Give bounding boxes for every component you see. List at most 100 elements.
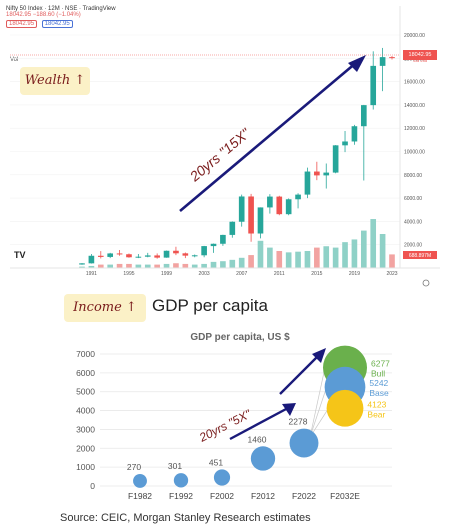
volume-bar <box>379 234 386 268</box>
time-axis: 1991 1995 1999 2003 2007 2011 2015 2019 2023 <box>86 271 398 277</box>
price-tick-label: 10000.00 <box>404 150 425 156</box>
price-tick-label: 16000.00 <box>404 80 425 86</box>
candle-body <box>276 196 283 215</box>
volume-bar <box>173 263 179 268</box>
candles <box>79 47 395 265</box>
buy-price-button[interactable]: 18042.95 <box>41 20 73 28</box>
price-tick-label: 20000.00 <box>404 33 425 39</box>
candle-body <box>361 105 367 127</box>
volume-bar <box>126 263 132 268</box>
candle-body <box>144 255 151 257</box>
gdp-x-axis: F1982 F1992 F2002 F2012 F2022 F2032E <box>128 491 360 501</box>
gdp-bubble <box>213 469 231 486</box>
candle-body <box>210 243 217 247</box>
volume-bar <box>370 219 377 268</box>
year-tick-label: 2019 <box>349 271 360 277</box>
scenario-connector <box>309 387 327 438</box>
gdp-x-tick-label: F2022 <box>292 491 316 501</box>
year-tick-label: 2015 <box>311 271 322 277</box>
price-tick-label: 12000.00 <box>404 126 425 132</box>
candle-body <box>267 196 273 208</box>
price-tick-label: 14000.00 <box>404 103 425 109</box>
candle-body <box>342 141 348 146</box>
volume-bar <box>267 247 273 268</box>
year-tick-label: 2023 <box>386 271 397 277</box>
volume-bar <box>238 257 245 268</box>
year-tick-label: 1999 <box>161 271 172 277</box>
year-tick-label: 1995 <box>123 271 134 277</box>
scenario-value-label: 4123 <box>367 399 386 409</box>
volume-bar <box>220 261 226 268</box>
volume-bar <box>314 247 320 268</box>
volume-bar <box>323 246 330 268</box>
settings-gear-icon[interactable] <box>422 279 430 287</box>
gdp-bubble <box>133 473 147 488</box>
candle-body <box>229 221 236 235</box>
arrow-head-income <box>282 403 296 416</box>
gdp-chart-title: GDP per capita, US $ <box>190 332 290 343</box>
candle-body <box>238 196 245 222</box>
year-tick-label: 2003 <box>199 271 210 277</box>
price-grid <box>10 34 400 245</box>
candle-body <box>332 145 339 173</box>
gdp-value-label: 2278 <box>289 417 308 427</box>
candle-body <box>116 253 123 255</box>
candle-body <box>370 65 377 106</box>
volume-bar <box>135 264 142 268</box>
volume-bar <box>248 255 254 268</box>
price-tick-label: 8000.00 <box>404 173 422 179</box>
gdp-y-tick-label: 3000 <box>76 424 95 434</box>
gdp-y-tick-label: 4000 <box>76 406 95 416</box>
volume-bar <box>295 251 301 268</box>
gdp-value-label: 301 <box>168 461 182 471</box>
volume-bar <box>361 230 367 268</box>
volume-bar <box>191 264 198 268</box>
candle-body <box>285 199 292 215</box>
gdp-y-axis: 0 1000 2000 3000 4000 5000 6000 7000 <box>76 349 95 491</box>
candle-body <box>163 250 170 258</box>
scenario-connector <box>309 367 326 438</box>
candle-body <box>88 255 95 264</box>
price-axis: 2000.00 4000.00 6000.00 8000.00 10000.00 1200… <box>404 33 425 249</box>
price-tick-label: 2000.00 <box>404 243 422 249</box>
candle-body <box>135 256 142 258</box>
gdp-x-tick-label: F2012 <box>251 491 275 501</box>
scenario-bubble-bear <box>326 389 364 427</box>
gdp-x-tick-label: F1982 <box>128 491 152 501</box>
sell-price-button[interactable]: 18042.95 <box>6 20 38 28</box>
tv-symbol-title: Nifty 50 Index · 12M · NSE · TradingView <box>6 6 116 12</box>
candle-body <box>220 234 226 244</box>
gdp-bubble <box>250 446 276 471</box>
volume-bar <box>229 259 236 268</box>
volume-bar <box>351 239 358 268</box>
arrow-head-income-upper <box>312 348 326 363</box>
candle-body <box>79 263 85 265</box>
candle-body <box>126 254 132 258</box>
gdp-bubble <box>289 428 319 458</box>
tv-ohlc-change: 18042.95 −188.60 (−1.04%) <box>6 12 81 18</box>
volume-tag <box>403 251 437 259</box>
candle-body <box>323 172 330 176</box>
candle-body <box>182 253 189 256</box>
year-tick-label: 2007 <box>236 271 247 277</box>
year-tick-label: 2011 <box>274 271 285 277</box>
income-note: Income ↑ <box>64 294 146 322</box>
last-price-subtag: 11d 25d <box>413 58 427 63</box>
candle-body <box>295 194 301 200</box>
volume-bar <box>163 263 170 268</box>
volume-bar <box>276 251 283 268</box>
candle-body <box>379 57 386 66</box>
nifty-candlestick-chart[interactable]: 2000.00 4000.00 6000.00 8000.00 10000.00 1200… <box>0 0 452 290</box>
candle-body <box>257 207 264 234</box>
gdp-heading: GDP per capita <box>152 296 268 315</box>
scenario-value-label: 5242 <box>369 378 388 388</box>
gdp-value-label: 451 <box>209 457 223 467</box>
growth-arrow-wealth <box>179 61 358 212</box>
volume-bar <box>210 261 217 268</box>
gdp-y-tick-label: 1000 <box>76 462 95 472</box>
volume-bar <box>332 247 339 268</box>
gdp-per-capita-chart: GDP per capita, US $ 0 1000 2000 3000 4000 50… <box>76 332 392 501</box>
candle-body <box>351 126 358 142</box>
candle-body <box>304 171 311 195</box>
candle-body <box>248 196 254 234</box>
